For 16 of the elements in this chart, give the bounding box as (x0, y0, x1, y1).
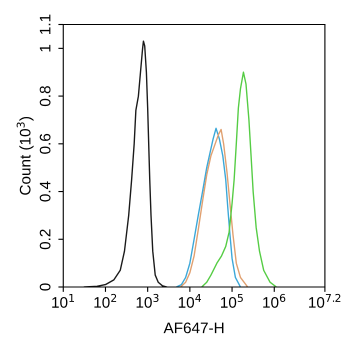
x-tick-label: 10$^{7.2}$ (309, 294, 340, 308)
y-tick-label: 0 (40, 283, 51, 291)
x-tick-label: 10$^{4}$ (178, 294, 201, 308)
y-tick-label: 1.1 (40, 14, 50, 34)
y-tick-label: 0.6 (40, 134, 51, 154)
y-tick-label: 0.4 (40, 181, 51, 202)
x-tick-label: 10$^{5}$ (221, 294, 243, 308)
x-tick-label: 10$^{1}$ (52, 294, 74, 308)
x-tick-label: 10$^{2}$ (94, 294, 116, 308)
y-tick-label: 0.2 (40, 229, 51, 250)
y-tick-label: 1 (40, 44, 50, 52)
y-axis-title: Count (10$^{3}$) (16, 116, 34, 195)
x-axis-title: AF647-H (164, 322, 224, 334)
x-tick-label: 10$^{6}$ (263, 294, 286, 308)
x-tick-label: 10$^{3}$ (136, 294, 159, 308)
y-tick-label: 0.8 (40, 86, 51, 106)
